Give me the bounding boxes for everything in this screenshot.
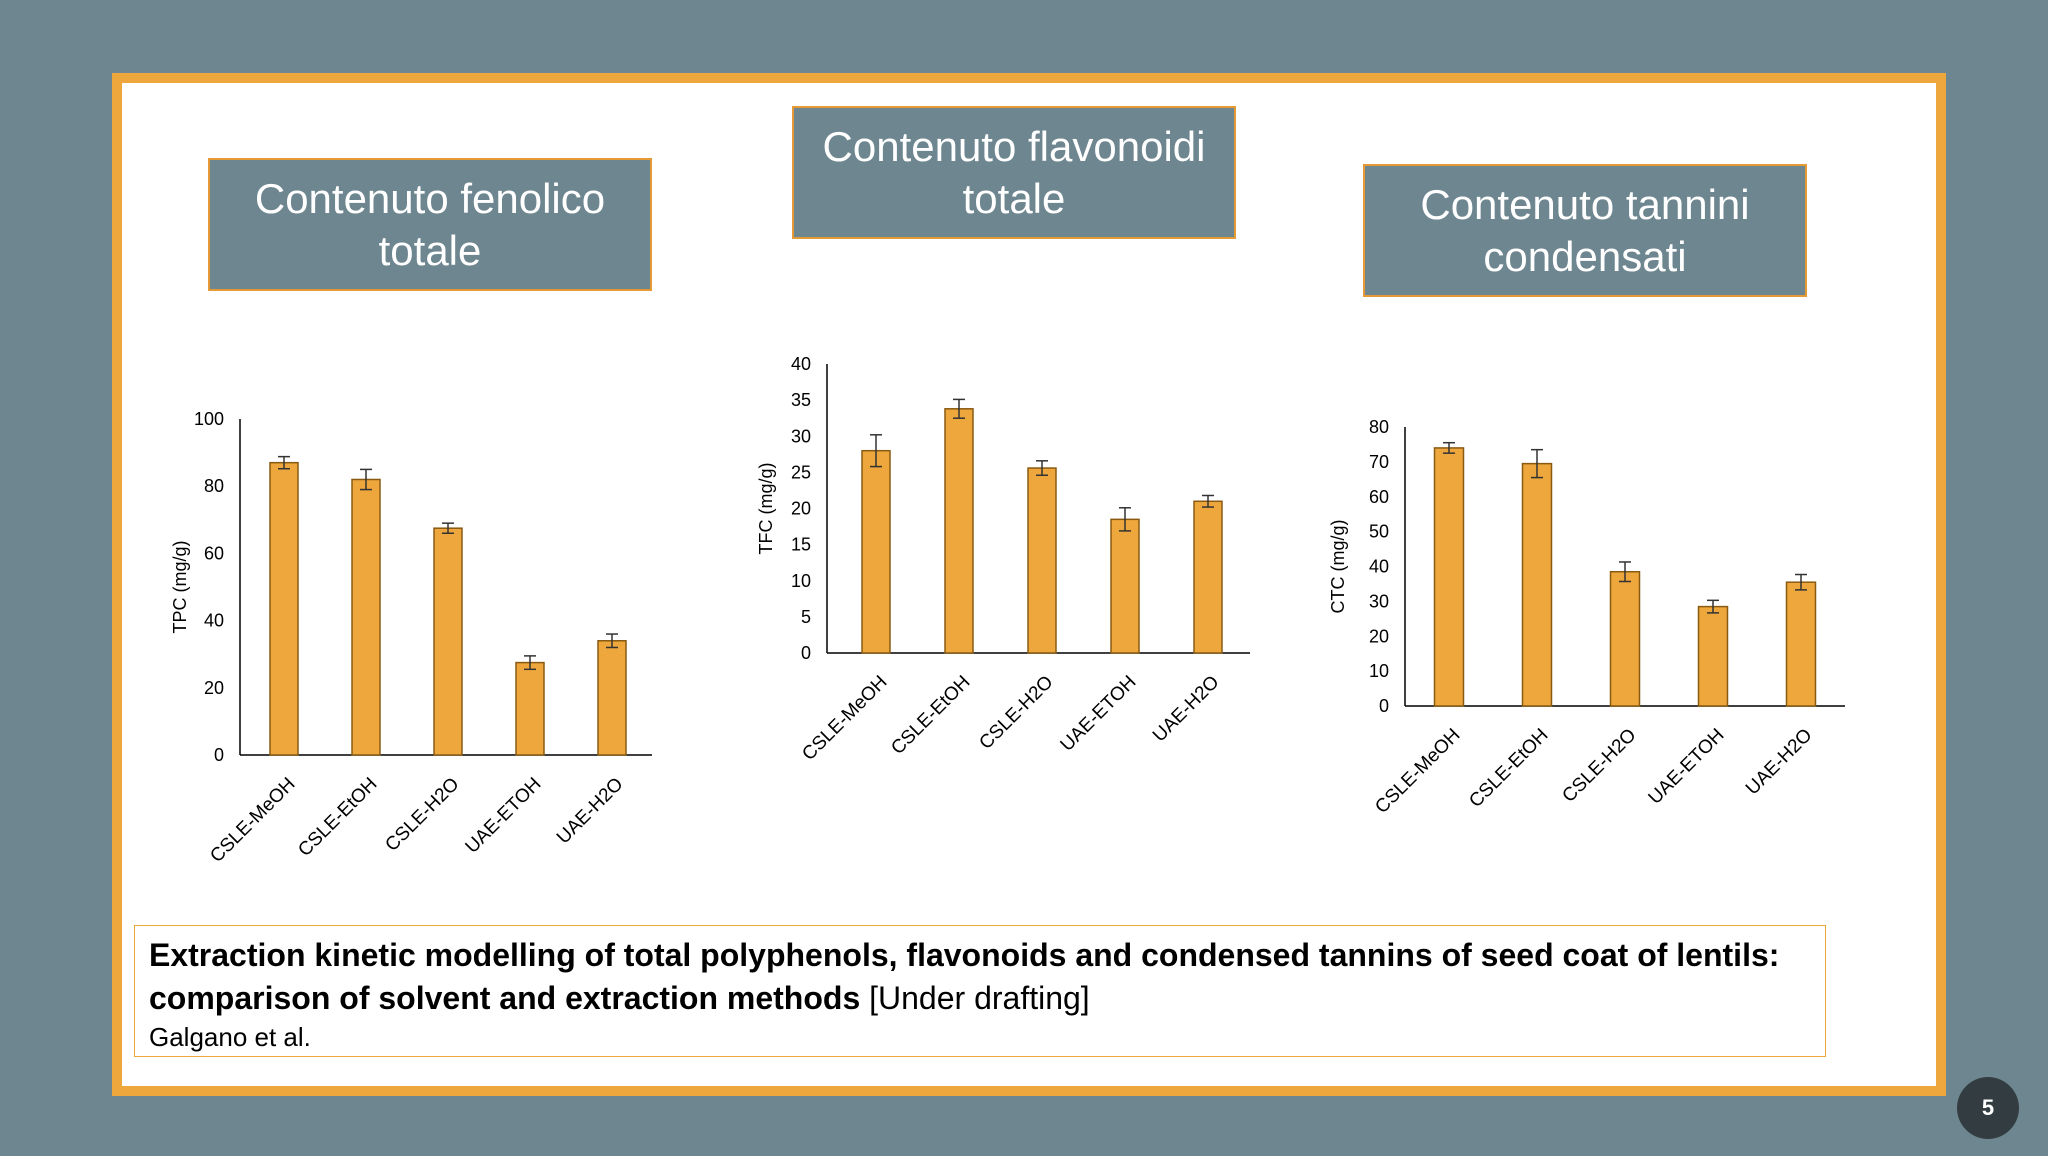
title-tfc: Contenuto flavonoidi totale (792, 106, 1236, 239)
x-tick-label: CSLE-EtOH (887, 672, 974, 759)
y-tick-label: 20 (791, 499, 811, 519)
title-tfc-text: Contenuto flavonoidi totale (822, 122, 1206, 222)
bar-csle-h2o (433, 527, 463, 756)
title-tpc: Contenuto fenolico totale (208, 158, 652, 291)
x-tick-label: CSLE-EtOH (294, 774, 381, 861)
y-tick-label: 35 (791, 390, 811, 410)
y-tick-label: 0 (214, 745, 224, 765)
y-tick-label: 80 (204, 476, 224, 496)
y-tick-label: 30 (1369, 591, 1389, 611)
y-axis-label: CTC (mg/g) (1328, 520, 1348, 614)
bar-csle-h2o (1027, 467, 1057, 654)
y-tick-label: 80 (1369, 417, 1389, 437)
bar-csle-meoh (269, 461, 299, 756)
y-tick-label: 50 (1369, 522, 1389, 542)
y-tick-label: 20 (1369, 626, 1389, 646)
x-tick-label: UAE-H2O (1149, 672, 1224, 747)
x-tick-label: CSLE-MeOH (798, 672, 891, 765)
y-tick-label: 10 (791, 571, 811, 591)
title-ctc: Contenuto tannini condensati (1363, 164, 1807, 297)
bar-csle-meoh (1433, 447, 1465, 707)
bar-uae-h2o (1785, 581, 1817, 707)
bar-uae-h2o (1193, 500, 1223, 654)
bar-uae-etoh (1697, 605, 1729, 707)
x-tick-label: CSLE-EtOH (1465, 725, 1552, 812)
y-tick-label: 70 (1369, 452, 1389, 472)
x-tick-label: CSLE-H2O (1558, 725, 1640, 807)
y-axis-label: TPC (mg/g) (170, 540, 190, 633)
y-axis-label: TFC (mg/g) (756, 463, 776, 555)
y-tick-label: 15 (791, 535, 811, 555)
bar-uae-h2o (597, 640, 627, 756)
y-tick-label: 30 (791, 426, 811, 446)
x-tick-label: CSLE-H2O (975, 672, 1057, 754)
x-tick-label: CSLE-H2O (381, 774, 463, 856)
x-tick-label: UAE-ETOH (1645, 725, 1729, 809)
bar-csle-etoh (1521, 462, 1553, 707)
y-tick-label: 5 (801, 607, 811, 627)
page-number-badge: 5 (1957, 1077, 2019, 1139)
caption-box: Extraction kinetic modelling of total po… (134, 925, 1826, 1057)
y-tick-label: 25 (791, 462, 811, 482)
y-tick-label: 60 (204, 543, 224, 563)
x-tick-label: UAE-H2O (1742, 725, 1817, 800)
y-tick-label: 10 (1369, 661, 1389, 681)
x-tick-label: UAE-H2O (553, 774, 628, 849)
x-tick-label: CSLE-MeOH (206, 774, 299, 867)
y-tick-label: 0 (1379, 696, 1389, 716)
bar-csle-etoh (944, 408, 974, 654)
bar-csle-etoh (351, 478, 381, 756)
title-ctc-text: Contenuto tannini condensati (1420, 180, 1750, 280)
y-tick-label: 40 (1369, 557, 1389, 577)
y-tick-label: 0 (801, 643, 811, 663)
caption-note: [Under drafting] (869, 980, 1090, 1016)
x-tick-label: UAE-ETOH (1057, 672, 1141, 756)
y-tick-label: 20 (204, 678, 224, 698)
y-tick-label: 60 (1369, 487, 1389, 507)
bar-csle-h2o (1609, 570, 1641, 707)
bar-csle-meoh (861, 449, 891, 654)
caption-title-text: Extraction kinetic modelling of total po… (149, 937, 1780, 1016)
y-tick-label: 100 (194, 409, 224, 429)
y-tick-label: 40 (204, 611, 224, 631)
page-number: 5 (1981, 1095, 1995, 1120)
caption-authors: Galgano et al. (149, 1022, 311, 1052)
bar-uae-etoh (1110, 518, 1140, 654)
bar-uae-etoh (515, 661, 545, 756)
title-tpc-text: Contenuto fenolico totale (254, 174, 606, 274)
x-tick-label: UAE-ETOH (462, 774, 546, 858)
y-tick-label: 40 (791, 354, 811, 374)
caption-title: Extraction kinetic modelling of total po… (149, 934, 1811, 1020)
x-tick-label: CSLE-MeOH (1371, 725, 1464, 818)
